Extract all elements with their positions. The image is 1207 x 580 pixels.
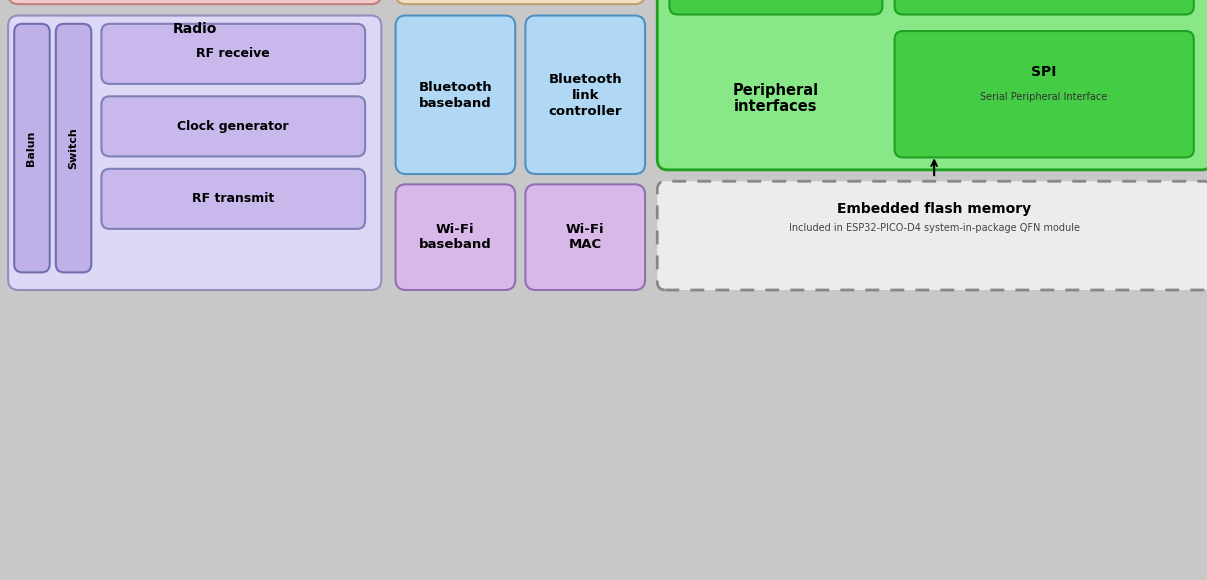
Text: RF transmit: RF transmit [192, 193, 274, 205]
Text: Bluetooth: Bluetooth [548, 73, 622, 86]
Text: Peripheral: Peripheral [733, 83, 820, 98]
Text: Clock generator: Clock generator [177, 120, 290, 133]
Text: Wi-Fi: Wi-Fi [566, 223, 605, 236]
Text: Included in ESP32-PICO-D4 system-in-package QFN module: Included in ESP32-PICO-D4 system-in-pack… [788, 223, 1079, 233]
FancyBboxPatch shape [8, 0, 381, 4]
Text: baseband: baseband [419, 238, 491, 251]
FancyBboxPatch shape [101, 169, 366, 229]
Text: Switch: Switch [68, 127, 78, 169]
FancyBboxPatch shape [894, 0, 1194, 14]
FancyBboxPatch shape [658, 0, 1207, 170]
Text: Embedded flash memory: Embedded flash memory [838, 202, 1031, 216]
Text: MAC: MAC [568, 238, 602, 251]
Text: Radio: Radio [173, 22, 217, 36]
Text: baseband: baseband [419, 97, 491, 110]
Text: controller: controller [548, 104, 622, 118]
FancyBboxPatch shape [8, 16, 381, 290]
Text: RF receive: RF receive [197, 48, 270, 60]
Text: Serial Peripheral Interface: Serial Peripheral Interface [980, 92, 1107, 102]
Text: interfaces: interfaces [734, 99, 817, 114]
FancyBboxPatch shape [14, 24, 49, 273]
Text: Bluetooth: Bluetooth [419, 81, 492, 94]
FancyBboxPatch shape [658, 181, 1207, 290]
Text: Balun: Balun [27, 130, 36, 166]
Text: link: link [571, 89, 599, 101]
Text: SPI: SPI [1031, 66, 1056, 79]
Text: Wi-Fi: Wi-Fi [436, 223, 474, 236]
FancyBboxPatch shape [101, 24, 366, 84]
FancyBboxPatch shape [56, 24, 92, 273]
FancyBboxPatch shape [101, 96, 366, 157]
FancyBboxPatch shape [525, 184, 645, 290]
FancyBboxPatch shape [525, 16, 645, 174]
FancyBboxPatch shape [670, 0, 882, 14]
FancyBboxPatch shape [396, 184, 515, 290]
FancyBboxPatch shape [894, 31, 1194, 157]
FancyBboxPatch shape [396, 0, 645, 4]
FancyBboxPatch shape [396, 16, 515, 174]
